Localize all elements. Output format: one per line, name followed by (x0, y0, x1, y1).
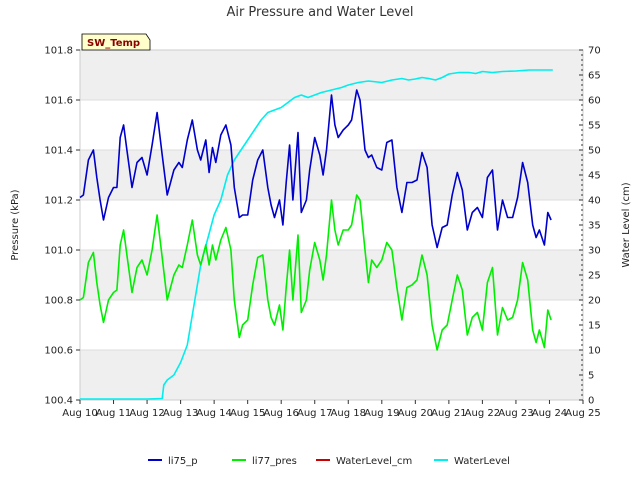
y-tick-label: 100.6 (44, 346, 73, 357)
series-line-li75-p (79, 89, 552, 249)
x-tick-label: Aug 14 (196, 408, 231, 419)
background-bands (80, 50, 583, 400)
y-tick-label: 101.2 (44, 196, 73, 207)
y2-tick-label: 70 (588, 46, 601, 57)
y2-tick-label: 55 (588, 121, 601, 132)
series-line-li77-pres (79, 194, 552, 351)
x-tick-label: Aug 10 (62, 408, 97, 419)
y-tick-label: 101.6 (44, 96, 73, 107)
y-tick-label: 100.8 (44, 296, 73, 307)
y2-tick-label: 65 (588, 71, 601, 82)
band (80, 50, 583, 100)
x-tick-label: Aug 23 (498, 408, 533, 419)
y-axis-label: Pressure (kPa) (10, 189, 21, 260)
x-tick-label: Aug 17 (297, 408, 332, 419)
badge-label: SW_Temp (87, 38, 140, 49)
y-tick-label: 101.0 (44, 246, 73, 257)
legend-label: WaterLevel_cm (336, 456, 412, 467)
y-tick-label: 101.8 (44, 46, 73, 57)
chart-title: Air Pressure and Water Level (226, 5, 413, 20)
series-line-waterlevel (80, 69, 553, 400)
x-tick-label: Aug 13 (163, 408, 198, 419)
x-tick-label: Aug 12 (129, 408, 164, 419)
x-tick-label: Aug 25 (565, 408, 600, 419)
x-tick-label: Aug 15 (230, 408, 265, 419)
x-tick-label: Aug 21 (431, 408, 466, 419)
y2-tick-label: 25 (588, 271, 601, 282)
y2-tick-label: 10 (588, 346, 601, 357)
band (80, 250, 583, 300)
y-tick-label: 101.4 (44, 146, 73, 157)
y2-tick-label: 30 (588, 246, 601, 257)
x-tick-label: Aug 19 (364, 408, 399, 419)
y-axis-left: 100.4 100.6 100.8 101.0 101.2 101.4 101.6 101.8 (44, 46, 80, 407)
badge-box (81, 33, 151, 51)
legend-label: li75_p (168, 456, 198, 467)
y2-axis-label: Water Level (cm) (621, 182, 632, 267)
y2-tick-label: 5 (588, 371, 594, 382)
series-layer (79, 69, 553, 400)
y2-tick-label: 0 (588, 396, 594, 407)
y2-tick-label: 35 (588, 221, 601, 232)
x-tick-label: Aug 16 (263, 408, 298, 419)
y2-tick-label: 60 (588, 96, 601, 107)
legend-label: WaterLevel (454, 456, 510, 467)
x-tick-label: Aug 22 (465, 408, 500, 419)
band (80, 150, 583, 200)
legend: li75_p li77_pres WaterLevel_cm WaterLevel (148, 456, 510, 467)
band (80, 350, 583, 400)
legend-label: li77_pres (252, 456, 297, 467)
x-tick-label: Aug 11 (96, 408, 131, 419)
y2-tick-label: 45 (588, 171, 601, 182)
x-tick-label: Aug 24 (532, 408, 567, 419)
y2-tick-label: 50 (588, 146, 601, 157)
x-tick-label: Aug 18 (331, 408, 366, 419)
x-tick-label: Aug 20 (398, 408, 433, 419)
y-tick-label: 100.4 (44, 396, 73, 407)
y2-tick-label: 15 (588, 321, 601, 332)
y2-tick-label: 20 (588, 296, 601, 307)
sw-temp-badge: SW_Temp (81, 33, 151, 51)
y-axis-right: 0 5 10 15 20 25 30 35 40 45 50 55 60 65 70 (579, 46, 601, 407)
y2-tick-label: 40 (588, 196, 601, 207)
